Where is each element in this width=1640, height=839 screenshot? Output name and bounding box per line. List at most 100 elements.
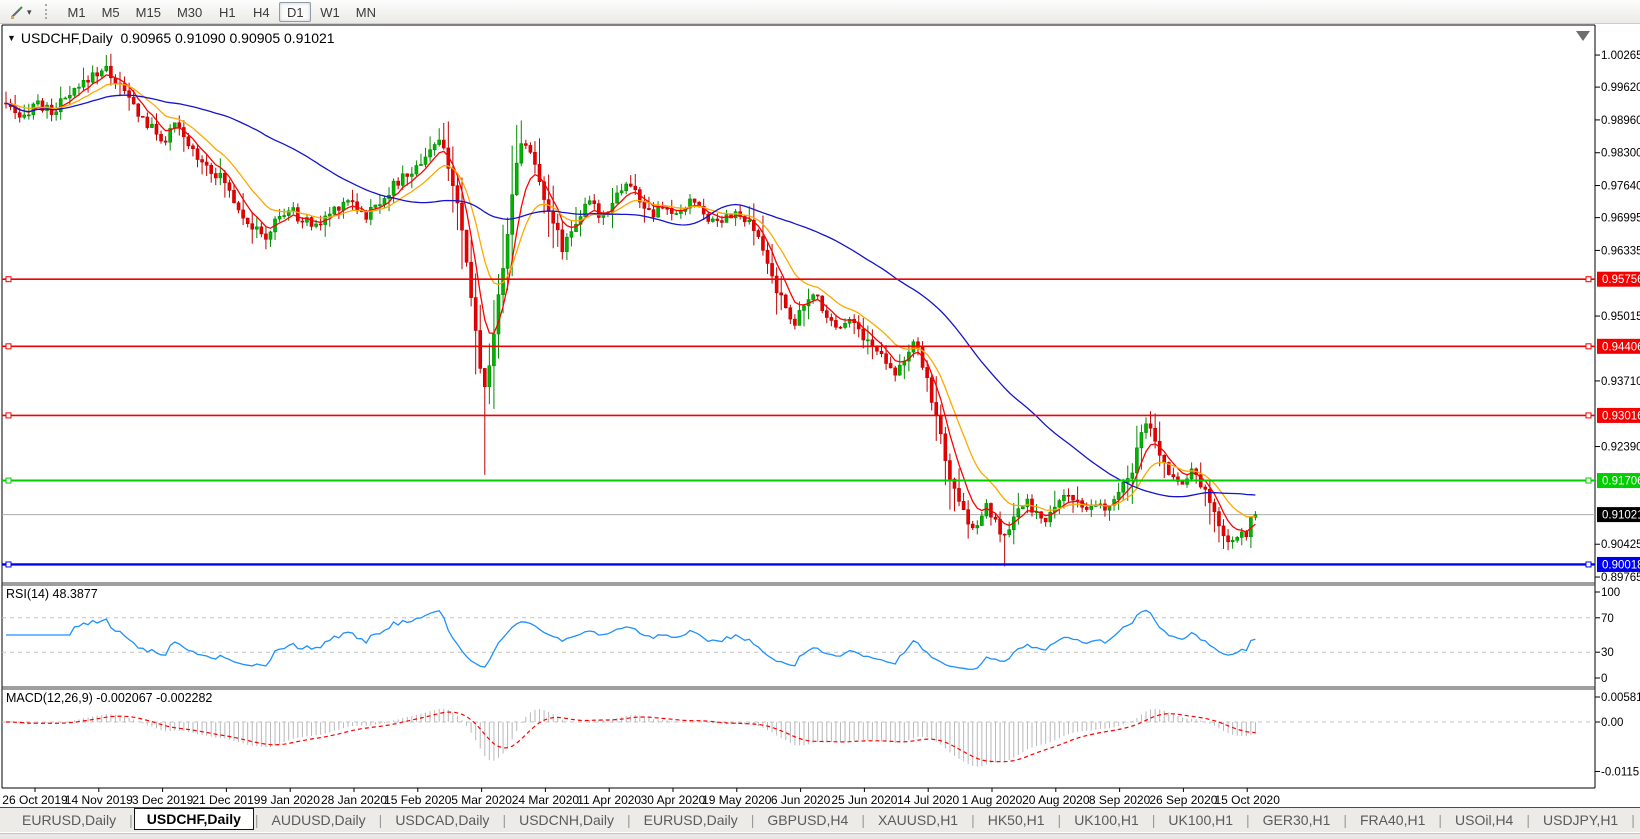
rsi-pane: 100 70 30 0 <box>2 587 1620 685</box>
moving-averages <box>5 74 1256 533</box>
chart-tab-uk100-h1[interactable]: UK100,H1 <box>1168 812 1234 828</box>
tab-separator: | <box>254 812 259 828</box>
svg-text:0.98300: 0.98300 <box>1601 148 1640 160</box>
hline-handle <box>1585 343 1592 350</box>
chart-tab-uk100-h1[interactable]: UK100,H1 <box>1074 812 1139 828</box>
svg-text:0.98960: 0.98960 <box>1601 115 1640 127</box>
chart-tab-usdchf-daily[interactable]: USDCHF,Daily <box>133 808 254 830</box>
svg-text:0.93710: 0.93710 <box>1601 376 1640 388</box>
chart-ohlc-values: 0.90965 0.91090 0.90905 0.91021 <box>120 30 335 46</box>
tab-separator: | <box>1631 812 1635 828</box>
svg-text:1 Aug 2020: 1 Aug 2020 <box>962 793 1023 807</box>
price-axis[interactable]: 1.00265 0.99620 0.98960 0.98300 0.97640 0.969… <box>1595 50 1640 584</box>
tab-separator: | <box>1438 812 1442 828</box>
tab-separator: | <box>1343 812 1347 828</box>
chart-tab-usdcnh-daily[interactable]: USDCNH,Daily <box>519 812 614 828</box>
timeframe-button-m30[interactable]: M30 <box>176 4 203 20</box>
toolbar-grip[interactable] <box>44 4 51 19</box>
svg-text:0.90425: 0.90425 <box>1601 539 1640 551</box>
chart-canvas[interactable]: 1.00265 0.99620 0.98960 0.98300 0.97640 0.969… <box>0 0 1640 807</box>
tab-separator: | <box>1526 812 1530 828</box>
chart-title: ▼ USDCHF,Daily 0.90965 0.91090 0.90905 0.… <box>7 30 335 46</box>
hline-handle <box>5 412 12 419</box>
horizontal-line-0.93016[interactable] <box>2 412 1595 419</box>
timeframe-button-m1[interactable]: M1 <box>67 4 86 20</box>
timeframe-button-d1[interactable]: D1 <box>279 1 312 22</box>
svg-text:15 Oct 2020: 15 Oct 2020 <box>1215 793 1281 807</box>
svg-text:11 Apr 2020: 11 Apr 2020 <box>577 793 641 807</box>
chart-tab-dj30-daily[interactable]: DJ30,Daily <box>1636 810 1640 830</box>
horizontal-line-0.95756[interactable] <box>2 276 1595 283</box>
svg-text:70: 70 <box>1601 613 1614 625</box>
timeframe-button-h1[interactable]: H1 <box>218 4 236 20</box>
collapse-triangle-icon: ▼ <box>7 33 16 43</box>
hline-handle <box>1585 276 1592 283</box>
tab-separator: | <box>861 812 865 828</box>
slow-ma-line <box>5 94 1256 498</box>
svg-text:3 Dec 2019: 3 Dec 2019 <box>132 793 194 807</box>
svg-text:0.95756: 0.95756 <box>1602 274 1640 286</box>
tab-separator: | <box>750 812 755 828</box>
timeframe-button-mn[interactable]: MN <box>355 4 376 20</box>
hline-handle <box>5 343 12 350</box>
chart-tab-usoil-h4[interactable]: USOil,H4 <box>1455 812 1514 828</box>
hline-handle <box>5 477 12 484</box>
chart-shift-marker-icon[interactable] <box>1576 31 1590 41</box>
timeframe-button-h4[interactable]: H4 <box>252 4 270 20</box>
svg-text:9 Jan 2020: 9 Jan 2020 <box>261 793 321 807</box>
chart-tab-ger30-h1[interactable]: GER30,H1 <box>1262 812 1331 828</box>
tab-separator: | <box>1057 812 1062 828</box>
chart-tab-eurusd-daily[interactable]: EURUSD,Daily <box>643 812 738 828</box>
tab-separator: | <box>1151 812 1156 828</box>
horizontal-line-0.90018[interactable] <box>2 561 1595 568</box>
tab-separator: | <box>129 812 133 828</box>
horizontal-line-0.94406[interactable] <box>2 343 1595 350</box>
mid-ma-line <box>5 83 1256 518</box>
chart-tab-eurusd-daily[interactable]: EURUSD,Daily <box>22 812 117 828</box>
status-strip <box>0 833 1640 839</box>
svg-text:0.99620: 0.99620 <box>1601 82 1640 94</box>
svg-text:-0.011514: -0.011514 <box>1601 766 1640 778</box>
tab-separator: | <box>502 812 507 828</box>
svg-text:25 Jun 2020: 25 Jun 2020 <box>831 793 897 807</box>
svg-text:0.94406: 0.94406 <box>1602 341 1640 353</box>
chart-frame <box>0 24 1640 789</box>
cursor-tool-icon <box>11 5 23 19</box>
chart-tab-xauusd-h1[interactable]: XAUUSD,H1 <box>877 812 959 828</box>
rsi-label: RSI(14) 48.3877 <box>6 587 98 601</box>
hline-handle <box>1585 561 1592 568</box>
chart-tab-hk50-h1[interactable]: HK50,H1 <box>987 812 1045 828</box>
chart-tab-usdcad-daily[interactable]: USDCAD,Daily <box>395 812 490 828</box>
svg-text:100: 100 <box>1601 587 1620 599</box>
chart-tab-fra40-h1[interactable]: FRA40,H1 <box>1360 812 1426 828</box>
macd-pane: 0.005818 0.00 -0.011514 <box>2 692 1640 778</box>
tab-separator: | <box>378 812 383 828</box>
chart-tab-audusd-daily[interactable]: AUDUSD,Daily <box>271 812 366 828</box>
chart-tab-usdjpy-h1[interactable]: USDJPY,H1 <box>1543 812 1619 828</box>
timeframe-toolbar: M1 M5 M15 M30 H1 H4 D1 W1 MN <box>61 1 383 22</box>
svg-text:8 Sep 2020: 8 Sep 2020 <box>1089 793 1151 807</box>
svg-text:0.97640: 0.97640 <box>1601 181 1640 193</box>
svg-text:30 Apr 2020: 30 Apr 2020 <box>641 793 706 807</box>
horizontal-line-0.91706[interactable] <box>2 477 1595 484</box>
svg-text:0.00: 0.00 <box>1601 717 1623 729</box>
toolbar: ▾ M1 M5 M15 M30 H1 H4 D1 W1 MN <box>0 0 1640 24</box>
macd-histogram <box>10 708 1256 767</box>
timeframe-button-w1[interactable]: W1 <box>320 4 340 20</box>
svg-text:19 May 2020: 19 May 2020 <box>702 793 772 807</box>
svg-text:0.90018: 0.90018 <box>1602 559 1640 571</box>
timeframe-button-m5[interactable]: M5 <box>101 4 120 20</box>
chart-symbol-period: USDCHF,Daily <box>20 30 113 46</box>
hline-handle <box>5 276 12 283</box>
cursor-tool-button[interactable]: ▾ <box>4 2 37 22</box>
chart-tab-bar: EURUSD,Daily | USDCHF,Daily | AUDUSD,Daily | U… <box>0 807 1640 832</box>
timeframe-button-m15[interactable]: M15 <box>135 4 161 20</box>
svg-text:30: 30 <box>1601 647 1614 659</box>
chart-tab-gbpusd-h4[interactable]: GBPUSD,H4 <box>767 812 849 828</box>
svg-text:24 Mar 2020: 24 Mar 2020 <box>512 793 580 807</box>
svg-text:0.95015: 0.95015 <box>1601 311 1640 323</box>
svg-text:0.91021: 0.91021 <box>1602 510 1640 522</box>
svg-text:0: 0 <box>1601 673 1607 685</box>
svg-text:0.005818: 0.005818 <box>1601 692 1640 704</box>
